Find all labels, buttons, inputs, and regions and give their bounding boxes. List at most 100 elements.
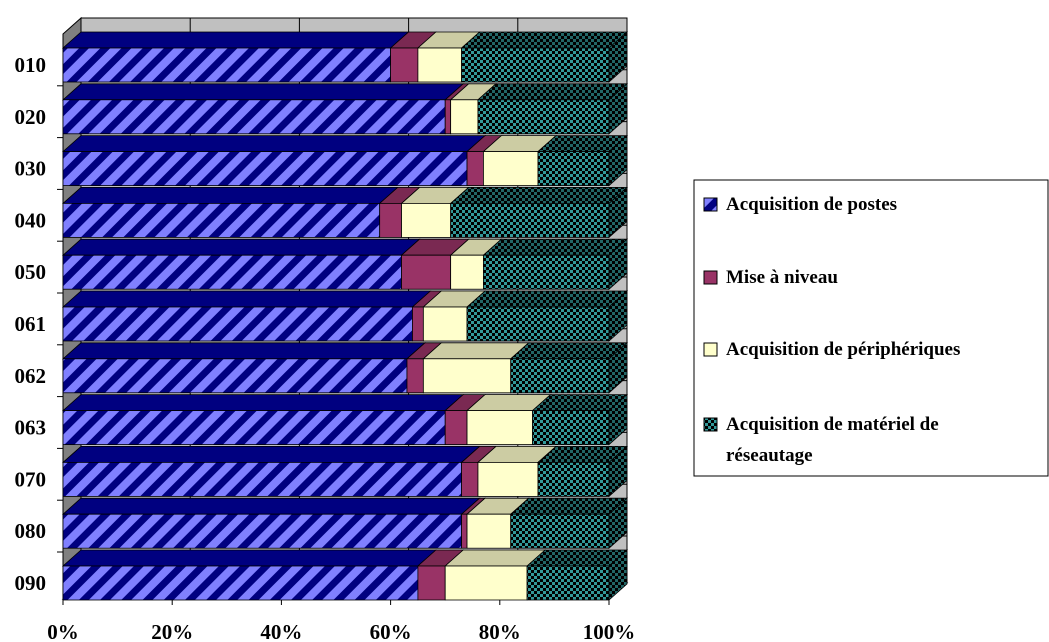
bar-side-070 — [608, 445, 628, 498]
bar-062-Acquisition de matériel de réseautage — [510, 358, 610, 394]
bar-top-080-0 — [61, 497, 481, 515]
legend-label: Mise à niveau — [726, 267, 838, 288]
y-category-label: 030 — [15, 157, 47, 181]
bar-080-Acquisition de périphériques — [466, 513, 512, 549]
y-category-label: 090 — [15, 571, 47, 595]
bar-top-090-0 — [61, 549, 437, 567]
bar-030-Acquisition de périphériques — [483, 151, 539, 187]
bar-side-080 — [608, 497, 628, 550]
bar-062-Acquisition de périphériques — [422, 358, 512, 394]
legend-label: réseautage — [726, 445, 813, 466]
bar-061-Acquisition de matériel de réseautage — [466, 306, 610, 342]
bar-040-Mise à niveau — [379, 202, 402, 238]
bar-top-050-3 — [482, 238, 629, 256]
bar-side-030 — [608, 134, 628, 187]
bar-063-Acquisition de périphériques — [466, 410, 533, 446]
bar-top-062-3 — [509, 342, 629, 360]
bar-top-030-0 — [61, 135, 487, 153]
bar-070-Acquisition de périphériques — [477, 461, 539, 497]
bar-040-Acquisition de postes — [62, 202, 381, 238]
bar-080-Mise à niveau — [461, 513, 468, 549]
legend-label: Acquisition de postes — [726, 194, 897, 215]
y-category-label: 020 — [15, 105, 47, 129]
bar-top-010-0 — [61, 31, 410, 49]
bar-top-010-3 — [460, 31, 629, 49]
y-category-label: 063 — [15, 416, 47, 440]
y-category-label: 070 — [15, 467, 47, 491]
bar-090-Acquisition de périphériques — [444, 565, 528, 601]
bar-010-Mise à niveau — [390, 47, 419, 83]
bar-side-020 — [608, 82, 628, 135]
bar-top-061-3 — [465, 290, 629, 308]
x-tick-label: 40% — [260, 620, 302, 642]
y-category-label: 010 — [15, 53, 47, 77]
bar-062-Mise à niveau — [406, 358, 424, 394]
bar-side-010 — [608, 31, 628, 83]
x-tick-label: 60% — [370, 620, 412, 642]
bar-040-Acquisition de matériel de réseautage — [450, 202, 610, 238]
bar-040-Acquisition de périphériques — [401, 202, 452, 238]
bar-top-080-3 — [509, 497, 629, 515]
legend-swatch — [703, 342, 718, 357]
x-tick-label: 20% — [151, 620, 193, 642]
bar-top-020-0 — [61, 83, 465, 101]
bar-020-Mise à niveau — [444, 99, 452, 135]
bar-top-063-0 — [61, 394, 465, 412]
bar-063-Mise à niveau — [444, 410, 468, 446]
bar-010-Acquisition de postes — [62, 47, 392, 83]
legend-label: Acquisition de matériel de — [726, 414, 939, 435]
legend-swatch — [703, 417, 718, 432]
bar-top-040-3 — [449, 186, 629, 204]
bar-side-061 — [608, 290, 628, 342]
y-category-label: 080 — [15, 519, 47, 543]
bar-090-Acquisition de postes — [62, 565, 419, 601]
bar-top-020-3 — [476, 83, 629, 101]
bar-030-Mise à niveau — [466, 151, 484, 187]
bar-top-040-0 — [61, 186, 399, 204]
bar-061-Acquisition de périphériques — [422, 306, 468, 342]
bar-090-Acquisition de matériel de réseautage — [526, 565, 610, 601]
x-tick-label: 80% — [479, 620, 521, 642]
x-tick-label: 100% — [583, 620, 636, 642]
x-tick-label: 0% — [47, 620, 79, 642]
bar-top-061-0 — [61, 290, 432, 308]
bar-080-Acquisition de postes — [62, 513, 462, 549]
bar-050-Mise à niveau — [401, 254, 452, 290]
y-category-label: 040 — [15, 208, 47, 232]
bar-063-Acquisition de matériel de réseautage — [532, 410, 610, 446]
bar-080-Acquisition de matériel de réseautage — [510, 513, 610, 549]
y-category-label: 050 — [15, 260, 47, 284]
y-category-label: 061 — [15, 312, 47, 336]
bar-top-050-0 — [61, 238, 421, 256]
bar-090-Mise à niveau — [417, 565, 446, 601]
bar-061-Acquisition de postes — [62, 306, 413, 342]
bar-top-062-0 — [61, 342, 427, 360]
legend-swatch — [703, 197, 718, 212]
bar-050-Acquisition de postes — [62, 254, 402, 290]
bar-050-Acquisition de matériel de réseautage — [483, 254, 610, 290]
bar-side-040 — [608, 186, 628, 239]
bar-010-Acquisition de matériel de réseautage — [461, 47, 610, 83]
bar-side-050 — [608, 238, 628, 291]
y-category-label: 062 — [15, 364, 47, 388]
legend-label: Acquisition de périphériques — [726, 339, 960, 360]
bar-010-Acquisition de périphériques — [417, 47, 462, 83]
legend-swatch — [703, 270, 718, 285]
bar-side-062 — [608, 341, 628, 394]
bar-070-Acquisition de postes — [62, 461, 462, 497]
bar-side-090 — [608, 549, 628, 601]
bar-030-Acquisition de matériel de réseautage — [537, 151, 610, 187]
bar-top-070-0 — [61, 445, 481, 463]
legend-box — [693, 179, 1049, 477]
bar-030-Acquisition de postes — [62, 151, 468, 187]
bar-020-Acquisition de postes — [62, 99, 446, 135]
bar-070-Mise à niveau — [461, 461, 479, 497]
bar-070-Acquisition de matériel de réseautage — [537, 461, 610, 497]
bar-020-Acquisition de périphériques — [450, 99, 479, 135]
bar-020-Acquisition de matériel de réseautage — [477, 99, 610, 135]
bar-side-063 — [608, 393, 628, 446]
bar-062-Acquisition de postes — [62, 358, 408, 394]
bar-061-Mise à niveau — [412, 306, 424, 342]
bar-050-Acquisition de périphériques — [450, 254, 484, 290]
